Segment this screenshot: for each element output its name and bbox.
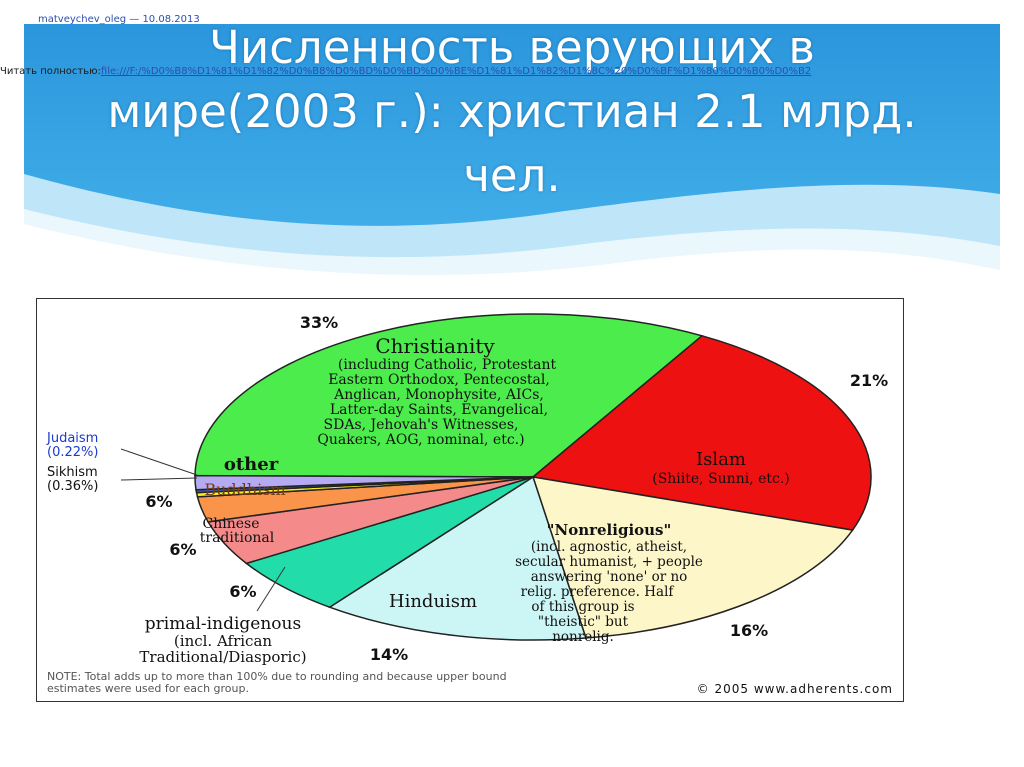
pie-slice-primal-indigenous bbox=[244, 476, 534, 609]
label-christianity-detail: Latter-day Saints, Evangelical, bbox=[330, 402, 548, 418]
pct-christianity: 33% bbox=[300, 313, 338, 332]
label-chinese-traditional: traditional bbox=[200, 530, 275, 546]
label-sikhism: Sikhism bbox=[47, 465, 98, 480]
read-full-label: Читать полностью: bbox=[0, 66, 101, 77]
pct-chinese-traditional: 6% bbox=[169, 540, 196, 559]
wave-background bbox=[24, 24, 1000, 284]
label-christianity-detail: Anglican, Monophysite, AICs, bbox=[333, 387, 544, 403]
pct-hinduism: 14% bbox=[370, 645, 408, 664]
label-nonreligious-detail: (incl. agnostic, atheist, bbox=[531, 539, 687, 555]
label-nonreligious-detail: relig. preference. Half bbox=[521, 584, 675, 600]
label-buddhism: Buddhism bbox=[204, 480, 285, 499]
label-nonreligious-detail: "theistic" but bbox=[538, 614, 629, 630]
pie-chart-svg: Christianity(including Catholic, Protest… bbox=[46, 313, 893, 696]
label-christianity-detail: (including Catholic, Protestant bbox=[338, 357, 557, 373]
label-hinduism: Hinduism bbox=[389, 591, 477, 612]
label-judaism: Judaism bbox=[46, 431, 98, 446]
leader-sikhism bbox=[120, 477, 198, 481]
religion-pie-chart: Christianity (including Catholic, Protest… bbox=[36, 298, 904, 702]
chart-note: NOTE: Total adds up to more than 100% du… bbox=[47, 670, 507, 683]
label-nonreligious-detail: answering 'none' or no bbox=[531, 569, 688, 585]
chart-note: estimates were used for each group. bbox=[47, 682, 249, 695]
label-nonreligious-detail: of this group is bbox=[531, 599, 634, 615]
leader-primal-indigenous bbox=[256, 566, 286, 612]
read-full-link[interactable]: file:///F:/%D0%B8%D1%81%D1%82%D0%B8%D0%B… bbox=[100, 66, 812, 77]
read-full-line: Читать полностью:file:///F:/%D0%B8%D1%81… bbox=[0, 66, 1024, 77]
slide-title: Численность верующих в мире(2003 г.): хр… bbox=[60, 16, 964, 208]
pie-slice-hinduism bbox=[327, 475, 587, 641]
label-nonreligious-detail: nonrelig. bbox=[552, 629, 614, 645]
slide-title-line-3: чел. bbox=[463, 149, 561, 202]
label-christianity: Christianity bbox=[375, 334, 495, 358]
label-primal-indigenous-detail: (incl. African bbox=[174, 632, 272, 650]
slide-header-banner bbox=[24, 24, 1000, 284]
label-chinese-traditional: Chinese bbox=[203, 516, 260, 532]
label-christianity-detail: Eastern Orthodox, Pentecostal, bbox=[328, 372, 550, 388]
slide-title-line-1: Численность верующих в bbox=[209, 21, 815, 74]
label-other: other bbox=[224, 454, 279, 475]
pct-nonreligious: 16% bbox=[730, 621, 768, 640]
label-islam: Islam bbox=[696, 449, 746, 470]
pie-slice-christianity bbox=[194, 313, 704, 478]
slide-title-line-2: мире(2003 г.): христиан 2.1 млрд. bbox=[107, 85, 917, 138]
pie-slice-islam bbox=[531, 334, 872, 531]
leader-judaism bbox=[120, 448, 198, 476]
pct-primal-indigenous: 6% bbox=[229, 582, 256, 601]
label-islam-detail: (Shiite, Sunni, etc.) bbox=[652, 471, 790, 487]
pie-slice-nonreligious bbox=[531, 476, 854, 639]
label-primal-indigenous: primal-indigenous bbox=[145, 614, 301, 634]
label-primal-indigenous-detail: Traditional/Diasporic) bbox=[139, 648, 306, 666]
label-christianity-detail: SDAs, Jehovah's Witnesses, bbox=[324, 417, 519, 433]
pie-slice-other bbox=[194, 474, 534, 491]
label-christianity-detail: Quakers, AOG, nominal, etc.) bbox=[317, 432, 524, 448]
author-line: matveychev_oleg — 10.08.2013 bbox=[38, 14, 200, 25]
chart-copyright: © 2005 www.adherents.com bbox=[697, 682, 893, 696]
label-nonreligious: "Nonreligious" bbox=[547, 521, 672, 539]
pct-islam: 21% bbox=[850, 371, 888, 390]
label-nonreligious-detail: secular humanist, + people bbox=[515, 554, 703, 570]
pct-judaism: (0.22%) bbox=[47, 445, 98, 460]
pct-buddhism: 6% bbox=[145, 492, 172, 511]
pct-sikhism: (0.36%) bbox=[47, 479, 98, 494]
